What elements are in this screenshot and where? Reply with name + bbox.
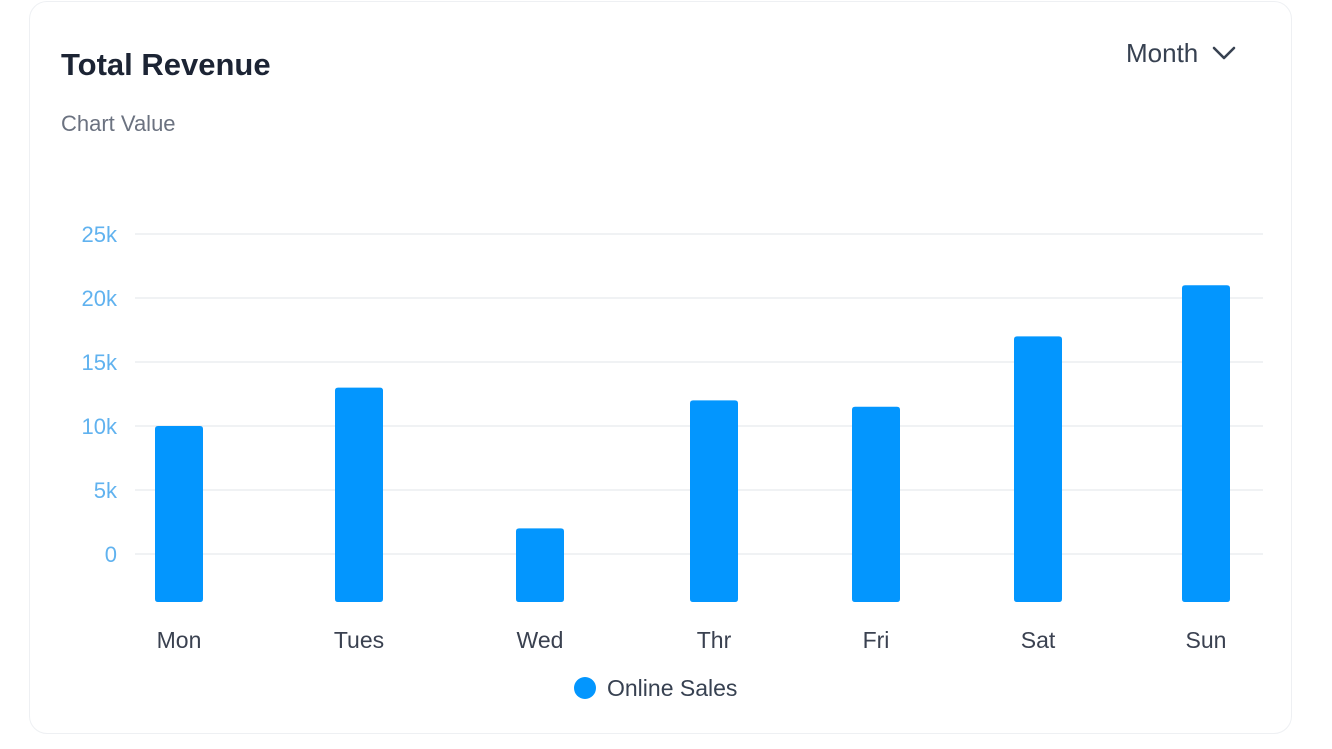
bar-tues (335, 387, 383, 602)
bar-wed (516, 528, 564, 602)
x-tick-label: Tues (334, 627, 384, 653)
chevron-down-icon (1212, 41, 1236, 65)
x-tick-label: Wed (517, 627, 564, 653)
bar-sat (1014, 336, 1062, 602)
x-tick-label: Sun (1186, 627, 1227, 653)
y-tick-label: 10k (82, 414, 118, 439)
bar-fri (852, 406, 900, 602)
bar-thr (690, 400, 738, 602)
y-tick-label: 0 (105, 542, 117, 567)
y-tick-label: 20k (82, 286, 118, 311)
y-tick-label: 15k (82, 350, 118, 375)
legend-label-online-sales: Online Sales (607, 674, 738, 701)
y-tick-label: 25k (82, 222, 118, 247)
bar-sun (1182, 285, 1230, 602)
card-subtitle: Chart Value (61, 111, 176, 136)
x-tick-label: Sat (1021, 627, 1056, 653)
chart-legend: Online Sales (574, 674, 737, 702)
legend-swatch-online-sales (574, 677, 596, 699)
x-tick-label: Mon (157, 627, 202, 653)
revenue-card (29, 1, 1292, 734)
y-tick-label: 5k (94, 478, 118, 503)
x-tick-label: Fri (863, 627, 890, 653)
period-select[interactable]: Month (1118, 34, 1242, 72)
bar-mon (155, 426, 203, 602)
card-title: Total Revenue (61, 47, 271, 82)
x-tick-label: Thr (697, 627, 732, 653)
period-select-value: Month (1126, 38, 1199, 68)
